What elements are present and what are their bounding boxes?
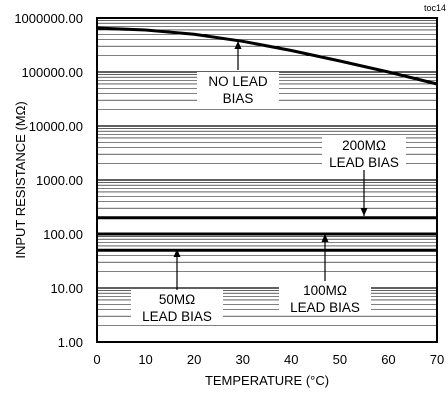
- annotation-box: [279, 281, 371, 315]
- x-tick-label: 60: [381, 352, 395, 367]
- annotation-label: NO LEAD: [208, 74, 268, 89]
- annotation-label: 100MΩ: [303, 283, 347, 298]
- y-tick-label: 10000.00: [29, 119, 83, 134]
- annotation-0: NO LEAD BIAS: [197, 41, 279, 106]
- x-tick-label: 30: [235, 352, 249, 367]
- annotation-label: 200MΩ: [342, 138, 386, 153]
- annotation-arrowhead: [234, 41, 242, 49]
- annotation-arrowhead: [321, 234, 329, 242]
- y-axis-title: INPUT RESISTANCE (MΩ): [13, 101, 28, 258]
- y-tick-label: 1000000.00: [14, 11, 83, 26]
- annotation-label: LEAD BIAS: [329, 155, 399, 170]
- annotation-label: BIAS: [223, 91, 254, 106]
- annotation-box: [197, 72, 279, 106]
- annotation-label: 50MΩ: [159, 292, 195, 307]
- annotation-2: 100MΩ LEAD BIAS: [279, 234, 371, 315]
- annotation-label: LEAD BIAS: [290, 300, 360, 315]
- x-tick-labels: 0 10 20 30 40 50 60 70: [93, 352, 444, 367]
- series-line-0: [96, 26, 438, 86]
- annotation-arrowhead: [360, 208, 368, 216]
- y-tick-label: 100.00: [43, 227, 83, 242]
- annotation-3: 50MΩ LEAD BIAS: [131, 249, 223, 324]
- annotation-1: 200MΩ LEAD BIAS: [322, 136, 406, 216]
- plot-frame: [96, 17, 438, 343]
- y-tick-labels: 1000000.00 100000.00 10000.00 1000.00 100.00…: [14, 11, 83, 350]
- y-tick-label: 1.00: [58, 335, 83, 350]
- annotation-box: [131, 290, 223, 324]
- y-tick-label: 100000.00: [22, 65, 83, 80]
- corner-label: toc14: [424, 3, 446, 13]
- x-axis-title: TEMPERATURE (°C): [205, 373, 329, 388]
- annotation-arrowhead: [173, 249, 181, 257]
- x-tick-label: 70: [430, 352, 444, 367]
- x-tick-label: 40: [284, 352, 298, 367]
- y-tick-label: 10.00: [50, 281, 83, 296]
- x-tick-label: 10: [138, 352, 152, 367]
- annotation-box: [322, 136, 406, 170]
- x-tick-label: 50: [333, 352, 347, 367]
- x-tick-label: 0: [93, 352, 100, 367]
- grid: [97, 20, 437, 327]
- y-tick-label: 1000.00: [36, 173, 83, 188]
- annotation-label: LEAD BIAS: [142, 309, 212, 324]
- x-tick-label: 20: [187, 352, 201, 367]
- series-lines: [96, 26, 438, 252]
